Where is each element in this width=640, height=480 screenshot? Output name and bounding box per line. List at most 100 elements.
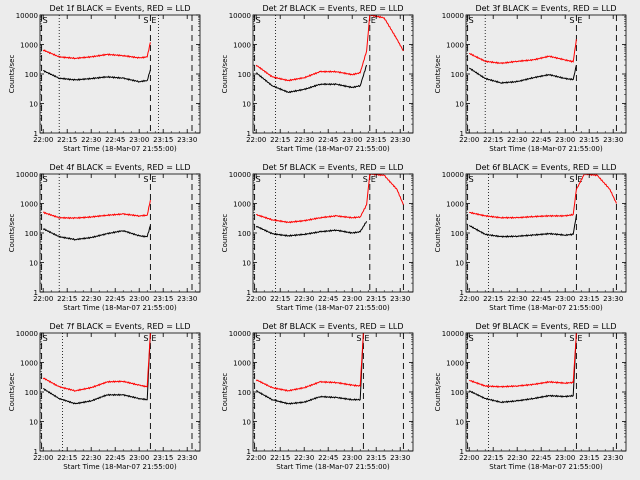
end-marker-label: E — [371, 16, 376, 25]
end-marker-label: E — [371, 175, 376, 184]
x-tick-label: 22:15 — [270, 295, 290, 303]
x-tick-label: 23:15 — [366, 295, 386, 303]
chart-title: Det 9f BLACK = Events, RED = LLD — [475, 322, 616, 331]
segment-start-marker-label: S — [569, 16, 574, 25]
y-tick-label: 10000 — [442, 171, 464, 179]
x-tick-label: 22:30 — [294, 295, 314, 303]
series-line-events — [255, 221, 368, 237]
y-axis-title: Counts/sec — [434, 214, 442, 253]
y-tick-label: 1 — [460, 130, 464, 138]
end-marker-label: E — [577, 334, 582, 343]
chart-title: Det 3f BLACK = Events, RED = LLD — [475, 4, 616, 13]
x-tick-label: 23:15 — [579, 295, 599, 303]
x-tick-label: 23:30 — [603, 295, 623, 303]
x-tick-label: 22:00 — [459, 136, 479, 144]
y-tick-label: 1000 — [233, 360, 251, 368]
y-tick-label: 100 — [451, 389, 464, 397]
x-tick-label: 23:15 — [153, 454, 173, 462]
start-marker-label: S — [43, 334, 48, 343]
x-tick-label: 23:15 — [579, 136, 599, 144]
y-axis-title: Counts/sec — [221, 214, 229, 253]
x-tick-label: 23:30 — [177, 295, 197, 303]
x-tick-label: 22:30 — [507, 136, 527, 144]
start-marker-label: S — [469, 334, 474, 343]
y-tick-label: 100 — [25, 230, 38, 238]
chart-title: Det 5f BLACK = Events, RED = LLD — [262, 163, 403, 172]
x-tick-label: 22:00 — [459, 295, 479, 303]
series-line-events — [43, 333, 151, 405]
y-tick-label: 1000 — [446, 42, 464, 50]
segment-start-marker-label: S — [363, 175, 368, 184]
y-axis-title: Counts/sec — [8, 373, 16, 412]
x-axis-title: Start Time (18-Mar-07 21:55:00) — [276, 145, 390, 153]
y-tick-label: 10 — [29, 260, 38, 268]
y-tick-label: 1000 — [446, 360, 464, 368]
x-tick-label: 23:30 — [177, 454, 197, 462]
end-marker-label: E — [364, 334, 369, 343]
x-tick-label: 23:00 — [342, 136, 362, 144]
x-tick-label: 22:15 — [483, 295, 503, 303]
start-marker-label: S — [256, 175, 261, 184]
x-tick-label: 22:30 — [294, 454, 314, 462]
y-tick-label: 1000 — [233, 42, 251, 50]
series-line-lld — [469, 39, 577, 65]
series-line-lld — [469, 174, 617, 220]
x-tick-label: 22:00 — [246, 295, 266, 303]
y-tick-label: 1 — [247, 289, 251, 297]
y-tick-label: 10000 — [229, 12, 251, 20]
x-tick-label: 23:15 — [579, 454, 599, 462]
start-marker-label: S — [469, 16, 474, 25]
series-line-lld — [256, 174, 404, 224]
series-line-events — [256, 333, 364, 405]
x-tick-label: 23:00 — [342, 295, 362, 303]
x-axis-title: Start Time (18-Mar-07 21:55:00) — [63, 145, 177, 153]
start-marker-label: S — [256, 334, 261, 343]
chart-title: Det 7f BLACK = Events, RED = LLD — [49, 322, 190, 331]
y-tick-label: 1000 — [20, 201, 38, 209]
x-tick-label: 23:00 — [129, 454, 149, 462]
x-tick-label: 23:30 — [603, 136, 623, 144]
y-tick-label: 1 — [247, 448, 251, 456]
x-tick-label: 22:00 — [459, 454, 479, 462]
x-tick-label: 23:00 — [129, 295, 149, 303]
x-tick-label: 22:45 — [105, 136, 125, 144]
y-tick-label: 10 — [242, 260, 251, 268]
x-tick-label: 22:45 — [531, 454, 551, 462]
y-tick-label: 100 — [451, 230, 464, 238]
x-tick-label: 23:00 — [555, 295, 575, 303]
start-marker-label: S — [43, 175, 48, 184]
y-tick-label: 10 — [455, 419, 464, 427]
series-line-events — [43, 69, 151, 83]
y-tick-label: 10000 — [16, 330, 38, 338]
x-tick-label: 22:15 — [483, 136, 503, 144]
y-tick-label: 100 — [238, 389, 251, 397]
x-axis-title: Start Time (18-Mar-07 21:55:00) — [63, 463, 177, 471]
y-tick-label: 1000 — [233, 201, 251, 209]
x-tick-label: 23:30 — [390, 454, 410, 462]
end-marker-label: E — [151, 16, 156, 25]
y-tick-label: 10000 — [16, 171, 38, 179]
y-tick-label: 1 — [34, 130, 38, 138]
x-tick-label: 22:30 — [81, 454, 101, 462]
y-tick-label: 100 — [25, 71, 38, 79]
end-marker-label: E — [151, 175, 156, 184]
x-tick-label: 23:00 — [129, 136, 149, 144]
segment-start-marker-label: S — [143, 175, 148, 184]
chart-title: Det 8f BLACK = Events, RED = LLD — [262, 322, 403, 331]
x-tick-label: 22:15 — [57, 454, 77, 462]
y-tick-label: 1 — [34, 448, 38, 456]
y-tick-label: 10 — [242, 419, 251, 427]
x-tick-label: 22:15 — [270, 454, 290, 462]
x-tick-label: 22:45 — [105, 295, 125, 303]
segment-start-marker-label: S — [363, 16, 368, 25]
y-axis-title: Counts/sec — [434, 55, 442, 94]
series-line-lld — [255, 333, 364, 392]
start-marker-label: S — [469, 175, 474, 184]
x-tick-label: 23:30 — [390, 136, 410, 144]
y-axis-title: Counts/sec — [434, 373, 442, 412]
